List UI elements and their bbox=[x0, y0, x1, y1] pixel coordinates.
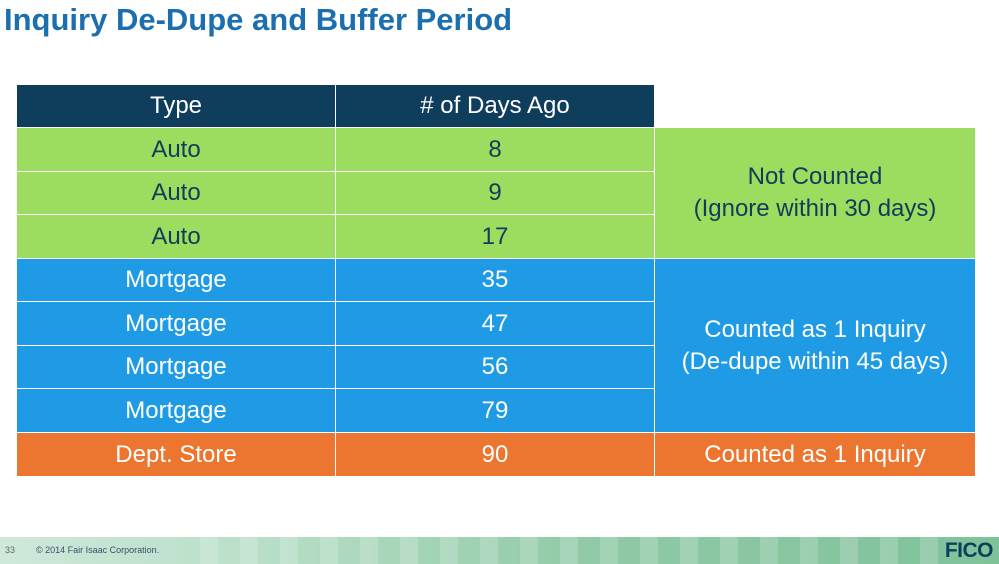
auto-note: Not Counted (Ignore within 30 days) bbox=[655, 128, 975, 259]
table-cell-type: Dept. Store bbox=[17, 433, 336, 477]
table-cell-days: 47 bbox=[336, 302, 655, 346]
slide-title: Inquiry De-Dupe and Buffer Period bbox=[4, 2, 513, 37]
table-cell-type: Auto bbox=[17, 215, 336, 259]
slide-footer: 33 © 2014 Fair Isaac Corporation. FICO bbox=[0, 537, 999, 564]
table-cell-days: 56 bbox=[336, 346, 655, 389]
mortgage-note: Counted as 1 Inquiry (De-dupe within 45 … bbox=[655, 259, 975, 433]
table-cell-days: 8 bbox=[336, 128, 655, 172]
table-cell-days: 79 bbox=[336, 389, 655, 433]
header-type: Type bbox=[17, 85, 336, 128]
table-cell-type: Mortgage bbox=[17, 302, 336, 346]
table-cell-days: 35 bbox=[336, 259, 655, 302]
table-cell-days: 9 bbox=[336, 172, 655, 215]
auto-note-line2: (Ignore within 30 days) bbox=[693, 195, 937, 222]
dept-note: Counted as 1 Inquiry bbox=[655, 433, 975, 477]
footer-icon-pattern bbox=[200, 537, 940, 564]
header-blank bbox=[655, 85, 975, 128]
table-cell-type: Mortgage bbox=[17, 346, 336, 389]
copyright-text: © 2014 Fair Isaac Corporation. bbox=[36, 545, 160, 555]
mortgage-note-line2: (De-dupe within 45 days) bbox=[681, 347, 949, 375]
header-days-ago: # of Days Ago bbox=[336, 85, 655, 128]
auto-note-line1: Not Counted bbox=[747, 163, 883, 190]
table-cell-type: Auto bbox=[17, 172, 336, 215]
fico-logo: FICO bbox=[944, 539, 994, 562]
table-cell-type: Mortgage bbox=[17, 259, 336, 302]
mortgage-note-line1: Counted as 1 Inquiry bbox=[704, 315, 926, 343]
page-number: 33 bbox=[5, 545, 16, 555]
table-cell-type: Auto bbox=[17, 128, 336, 172]
table-cell-days: 90 bbox=[336, 433, 655, 477]
table-cell-type: Mortgage bbox=[17, 389, 336, 433]
inquiry-table: Type # of Days Ago Auto 8 Auto 9 Auto 17… bbox=[17, 85, 975, 477]
table-cell-days: 17 bbox=[336, 215, 655, 259]
